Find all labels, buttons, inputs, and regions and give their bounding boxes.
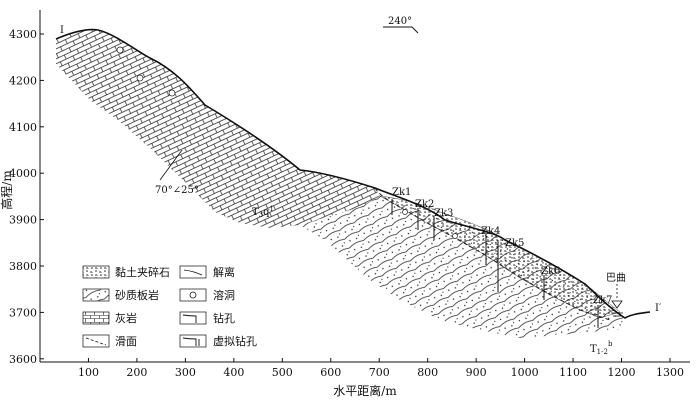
occurrence-label: 70°∠25°	[155, 185, 199, 196]
y-tick-label: 3600	[9, 353, 37, 366]
karst-cave-icon	[402, 209, 408, 215]
axes: 100 200 300 400 500 600 700 800 900 1000 1100 1200 1…	[0, 10, 690, 398]
x-tick-label: 400	[223, 366, 244, 379]
borehole-label: Zk7	[593, 295, 612, 306]
x-tick-label: 700	[369, 366, 390, 379]
profile-end-label: I′	[655, 303, 662, 314]
borehole-zk2: Zk2	[415, 199, 434, 230]
direction-label: 240°	[388, 16, 412, 27]
legend-label: 灰岩	[115, 311, 137, 325]
borehole-zk5: Zk5	[497, 238, 524, 292]
borehole-zk4: Zk4	[481, 226, 500, 265]
legend-label: 砂质板岩	[115, 288, 159, 302]
x-axis-title: 水平距离/m	[333, 383, 397, 398]
borehole-label: Zk3	[434, 208, 453, 219]
x-tick-label: 1100	[559, 366, 587, 379]
x-tick-label: 600	[320, 366, 341, 379]
direction-arrow-icon	[383, 26, 419, 34]
sandy-slate-icon	[82, 288, 110, 302]
karst-cave-icon	[136, 74, 144, 82]
slip-surface-icon-line	[85, 337, 107, 346]
x-tick-label: 300	[175, 366, 196, 379]
y-tick-label: 4200	[9, 74, 37, 87]
legend-label: 解离	[213, 265, 235, 279]
borehole-icon-line	[182, 314, 197, 323]
x-tick-label: 1000	[511, 366, 539, 379]
y-tick-label: 3800	[9, 260, 37, 273]
river-label: 巴曲	[606, 272, 626, 284]
borehole-icon	[179, 311, 207, 325]
borehole-zk3: Zk3	[433, 208, 453, 240]
slip-surface-line	[374, 187, 611, 321]
borehole-label: Zk2	[415, 199, 434, 210]
unit-label-slate: T1-2b	[590, 340, 613, 356]
x-tick-label: 800	[417, 366, 438, 379]
borehole-zk6: Zk6	[541, 266, 560, 300]
karst-cave-icon-mark	[189, 291, 197, 299]
unit-label-limestone: T3q1	[252, 205, 274, 219]
y-axis-title: 高程/m	[0, 170, 14, 210]
y-tick-label: 4100	[9, 121, 37, 134]
y-tick-label: 3700	[9, 306, 37, 319]
geology-section	[55, 28, 651, 338]
river-marker	[611, 284, 623, 317]
borehole-label: Zk4	[481, 226, 500, 237]
legend-label: 溶洞	[213, 288, 235, 302]
gravel-clay-icon	[82, 265, 110, 279]
sandy-slate-body	[300, 196, 625, 338]
x-tick-label: 900	[466, 366, 487, 379]
borehole-label: Zk1	[392, 187, 411, 198]
y-tick-label: 4300	[9, 28, 37, 41]
x-tick-label: 100	[78, 366, 99, 379]
x-tick-label: 500	[272, 366, 293, 379]
virtual-borehole-icon	[179, 334, 207, 348]
x-tick-label: 200	[126, 366, 147, 379]
legend-label: 虚拟钻孔	[213, 334, 257, 348]
karst-cave-icon	[116, 46, 124, 54]
borehole-zk1: Zk1	[391, 187, 411, 215]
virtual-borehole-icon-line	[182, 337, 197, 346]
borehole-label: Zk5	[505, 238, 524, 249]
legend: 黏土夹碎石 砂质板岩 灰岩 滑面 解离 溶洞 钻孔 虚拟钻孔	[82, 265, 257, 348]
y-tick-label: 3900	[9, 214, 37, 227]
karst-cave-icon	[452, 233, 458, 239]
karst-cave-icon	[168, 89, 176, 97]
limestone-icon	[82, 311, 110, 325]
y-tick-label: 4000	[9, 167, 37, 180]
occurrence-leader-line	[159, 149, 183, 181]
slip-surface-icon	[82, 334, 110, 348]
borehole-zk7: Zk7	[593, 295, 612, 328]
x-tick-label: 1200	[608, 366, 636, 379]
boreholes-layer: Zk1 Zk2 Zk3 Zk4 Zk5 Zk6 Zk7	[391, 187, 612, 328]
borehole-label: Zk6	[541, 266, 560, 277]
ground-surface-line	[55, 28, 651, 319]
profile-annotations: I I′ 240° 70°∠25° T3q1 T1-2b 巴曲	[60, 16, 662, 356]
joint-icon-line	[183, 269, 203, 276]
profile-start-label: I	[60, 25, 64, 36]
legend-label: 钻孔	[213, 311, 235, 325]
x-tick-label: 1300	[656, 366, 684, 379]
limestone-body	[56, 29, 380, 229]
legend-label: 滑面	[115, 335, 137, 348]
legend-label: 黏土夹碎石	[115, 265, 170, 279]
